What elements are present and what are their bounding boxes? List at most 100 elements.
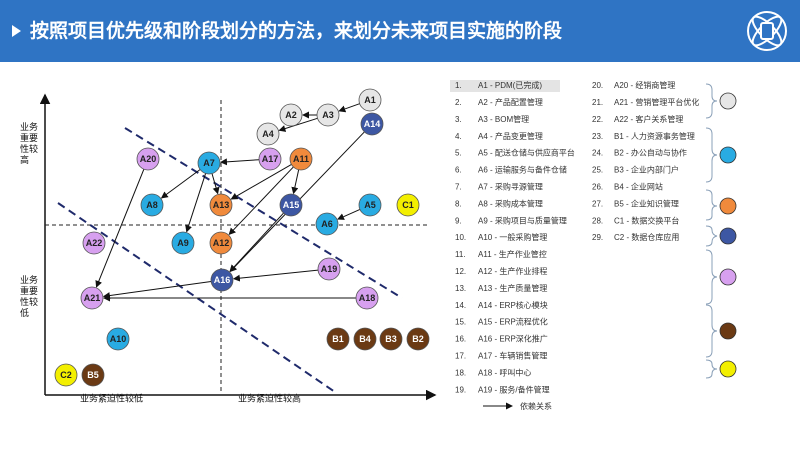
dependency-arrow: [338, 103, 360, 113]
node-label: B1: [332, 334, 344, 344]
node-label: A1: [364, 95, 376, 105]
legend-number: 3.: [455, 115, 462, 124]
header-bar: [0, 0, 800, 62]
project-node: [54, 363, 78, 387]
node-label: A21: [84, 293, 101, 303]
node-label: A13: [213, 200, 230, 210]
legend-number: 17.: [455, 352, 466, 361]
legend-number: 5.: [455, 149, 462, 158]
legend-number: 21.: [592, 98, 603, 107]
legend-text: A15 - ERP流程优化: [478, 317, 548, 327]
node-label: B3: [385, 334, 397, 344]
legend-number: 27.: [592, 199, 603, 208]
x-axis-label: 业务紧迫性较低: [80, 392, 143, 403]
node-label: A6: [321, 219, 333, 229]
project-node: [210, 268, 234, 292]
project-node: [316, 103, 340, 127]
node-label: A3: [322, 110, 334, 120]
legend-text: A4 - 产品变更管理: [478, 131, 543, 141]
node-label: C2: [60, 370, 72, 380]
legend-text: B5 - 企业知识管理: [614, 198, 679, 208]
legend-text: A19 - 服务/备件管理: [478, 384, 550, 394]
legend-number: 14.: [455, 301, 466, 310]
legend-number: 11.: [455, 250, 466, 259]
node-label: B4: [359, 334, 371, 344]
legend-text: A13 - 生产质量管理: [478, 283, 547, 293]
node-label: A15: [283, 200, 300, 210]
node-label: A8: [146, 200, 158, 210]
node-label: A14: [364, 119, 381, 129]
dependency-arrow: [229, 212, 284, 272]
legend-text: A11 - 生产作业管控: [478, 249, 547, 259]
project-node: [315, 212, 339, 236]
legend-text: A21 - 营销管理平台优化: [614, 97, 699, 107]
node-label: A11: [293, 154, 309, 164]
dependency-arrow: [278, 117, 318, 132]
node-label: A9: [177, 238, 189, 248]
project-node: [353, 327, 377, 351]
legend-text: C1 - 数据交换平台: [614, 215, 679, 225]
dependency-arrow: [95, 169, 145, 288]
dependency-arrow: [211, 173, 220, 195]
legend-text: C2 - 数据仓库应用: [614, 232, 679, 242]
legend-highlight: [450, 80, 560, 92]
node-label: A17: [262, 154, 279, 164]
legend-text: A7 - 采购寻源管理: [478, 182, 543, 192]
legend-number: 19.: [455, 385, 466, 394]
legend-number: 20.: [592, 81, 603, 90]
y-axis-label: 业务重要性较低: [20, 274, 38, 318]
legend-number: 24.: [592, 149, 603, 158]
dependency-arrow: [228, 166, 294, 236]
project-node: [360, 112, 384, 136]
dependency-arrow: [291, 169, 300, 195]
node-label: A12: [213, 238, 230, 248]
project-node: [358, 193, 382, 217]
legend-text: A3 - BOM管理: [478, 114, 529, 124]
node-label: C1: [402, 200, 414, 210]
legend-number: 2.: [455, 98, 462, 107]
dependency-arrow: [185, 173, 207, 233]
project-node: [258, 147, 282, 171]
node-label: A4: [262, 129, 274, 139]
x-axis-label: 业务紧迫性较高: [238, 392, 301, 403]
legend-number: 18.: [455, 368, 466, 377]
project-node: [82, 231, 106, 255]
legend-colors: [719, 92, 737, 378]
legend-text: A18 - 呼叫中心: [478, 367, 531, 377]
project-node: [209, 193, 233, 217]
legend-text: A10 - 一般采购管理: [478, 232, 547, 242]
legend-text: B2 - 办公自动与协作: [614, 148, 687, 158]
legend-brackets: [705, 83, 718, 379]
node-label: A19: [321, 264, 338, 274]
title-bullet: [12, 25, 21, 37]
legend-text: A22 - 客户关系管理: [614, 114, 683, 124]
legend-number: 15.: [455, 318, 466, 327]
legend-number: 26.: [592, 183, 603, 192]
dependency-arrow: [232, 269, 319, 282]
legend-number: 25.: [592, 166, 603, 175]
node-label: B5: [87, 370, 99, 380]
legend-number: 4.: [455, 132, 462, 141]
legend-text: A6 - 运输服务与备件仓储: [478, 165, 567, 175]
legend-number: 29.: [592, 233, 603, 242]
project-node: [317, 257, 341, 281]
title: 按照项目优先级和阶段划分的方法，来划分未来项目实施的阶段: [30, 19, 563, 42]
project-node: [289, 147, 313, 171]
project-node: [358, 88, 382, 112]
project-node: [80, 286, 104, 310]
project-node: [326, 327, 350, 351]
legend-number: 16.: [455, 335, 466, 344]
diagonal: [57, 202, 336, 393]
project-node: [279, 103, 303, 127]
project-node: [106, 327, 130, 351]
legend-number: 23.: [592, 132, 603, 141]
node-label: A5: [364, 200, 376, 210]
legend-text: B4 - 企业网站: [614, 182, 663, 192]
logo: [747, 11, 787, 51]
project-node: [81, 363, 105, 387]
legend-text: A12 - 生产作业排程: [478, 266, 547, 276]
dependency-arrow: [160, 169, 201, 199]
legend-text: A14 - ERP核心模块: [478, 300, 548, 310]
diagonal: [124, 127, 403, 299]
